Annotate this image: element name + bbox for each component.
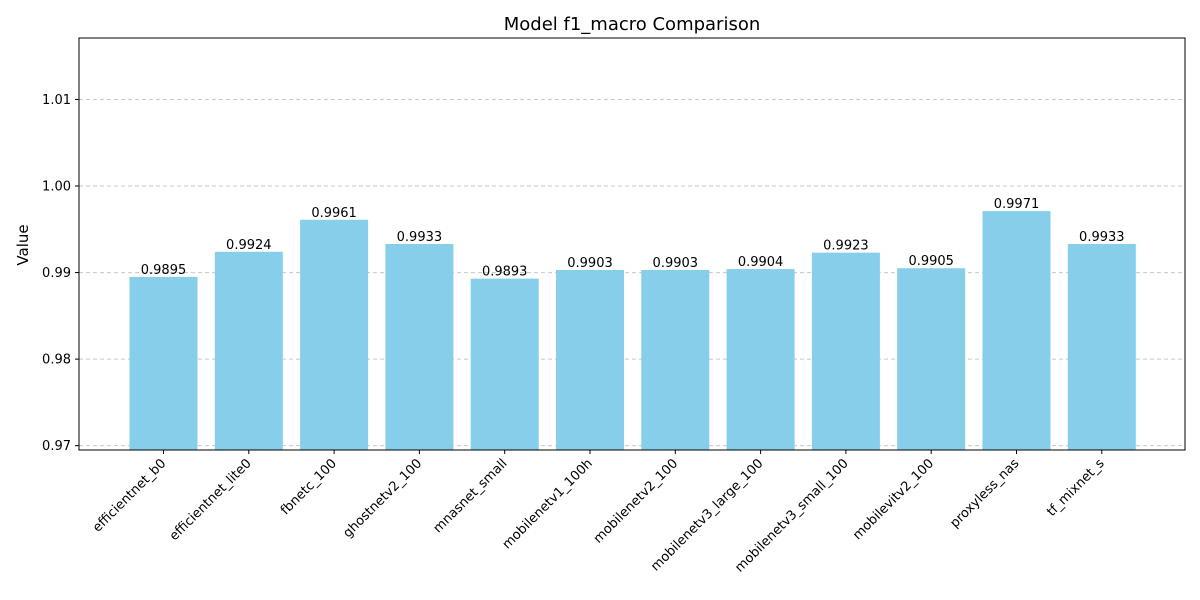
bar-value-label: 0.9895 <box>141 263 187 278</box>
bar-value-label: 0.9923 <box>823 239 869 254</box>
x-tick-label: proxyless_nas <box>947 456 1022 531</box>
bar <box>470 278 539 450</box>
bar <box>641 269 710 450</box>
bar <box>129 276 198 450</box>
chart-title: Model f1_macro Comparison <box>504 14 761 35</box>
y-tick-label: 1.01 <box>42 93 71 108</box>
x-tick-label: fbnetc_100 <box>278 456 340 518</box>
bar-value-label: 0.9905 <box>908 254 954 269</box>
bar-value-label: 0.9971 <box>994 197 1040 212</box>
bar <box>982 211 1051 450</box>
y-tick-label: 0.99 <box>42 266 71 281</box>
bar-value-label: 0.9903 <box>567 256 613 271</box>
y-tick-label: 1.00 <box>42 180 71 195</box>
bar-value-label: 0.9933 <box>1079 230 1125 245</box>
x-tick-label: mobilevitv2_100 <box>850 456 937 543</box>
bar <box>300 219 369 450</box>
x-tick-label: mnasnet_small <box>431 456 511 536</box>
bar <box>811 252 880 450</box>
x-tick-label: ghostnetv2_100 <box>340 456 425 541</box>
y-tick-label: 0.97 <box>42 439 71 454</box>
bar <box>726 269 795 450</box>
x-tick-label: mobilenetv1_100h <box>500 456 596 552</box>
bar <box>385 244 454 450</box>
bar-value-label: 0.9904 <box>738 255 784 270</box>
y-axis-label: Value <box>14 224 32 265</box>
x-tick-label: efficientnet_lite0 <box>167 456 255 544</box>
bar <box>556 269 624 450</box>
plot-frame <box>78 37 1186 451</box>
bar-value-label: 0.9924 <box>226 238 272 253</box>
bar-value-label: 0.9893 <box>482 265 528 280</box>
bar <box>214 251 283 450</box>
bars-group <box>129 211 1136 450</box>
bar-value-label: 0.9903 <box>653 256 699 271</box>
y-tick-label: 0.98 <box>42 353 71 368</box>
bar-value-label: 0.9961 <box>311 206 357 221</box>
x-tick-label: efficientnet_b0 <box>90 456 169 535</box>
bar-value-label: 0.9933 <box>397 230 443 245</box>
x-tick-label: tf_mixnet_s <box>1044 456 1108 520</box>
bar <box>1067 244 1136 450</box>
bar <box>897 268 966 450</box>
data-labels-group: 0.9895 0.9924 0.9961 0.9933 0.9893 0.9903 0.99… <box>141 197 1125 280</box>
x-tick-label: mobilenetv2_100 <box>591 456 681 546</box>
y-axis: 0.97 0.98 0.99 1.00 1.01 <box>42 93 79 454</box>
